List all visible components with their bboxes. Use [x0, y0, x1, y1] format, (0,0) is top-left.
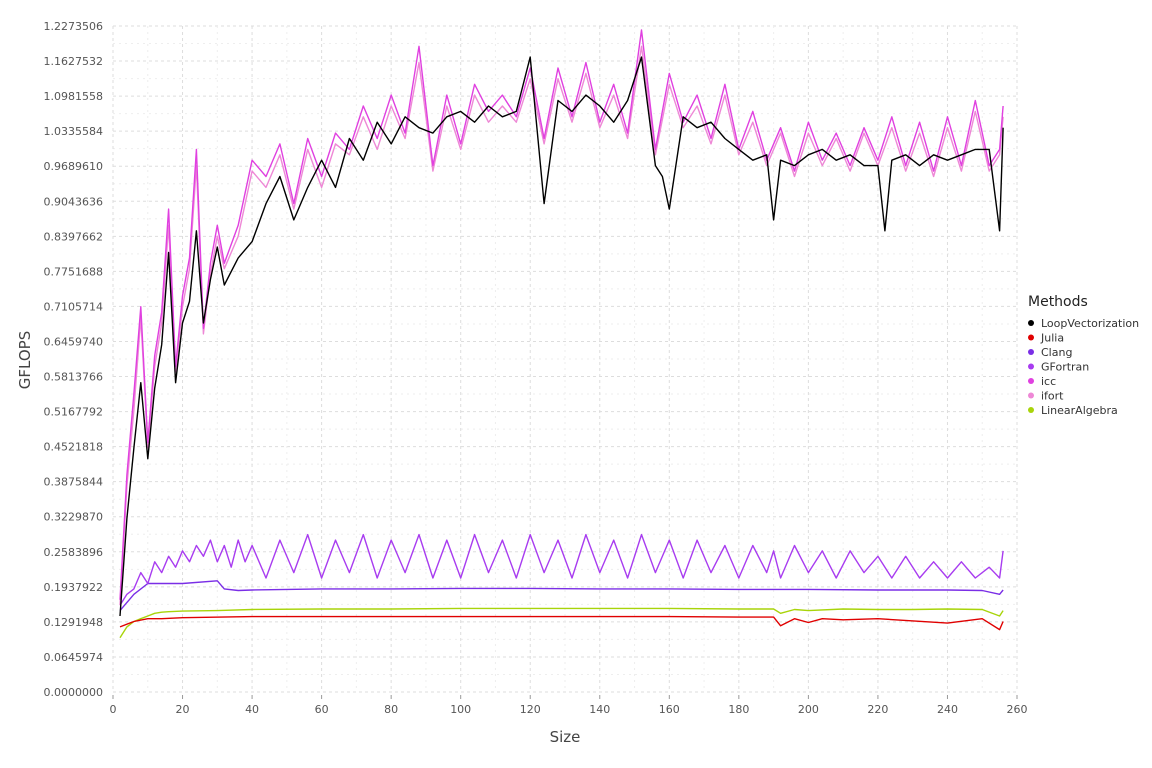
x-tick-label: 20	[176, 703, 190, 716]
legend-key-gfortran	[1028, 363, 1034, 370]
legend-key-ifort	[1028, 392, 1034, 399]
x-tick-label: 0	[110, 703, 117, 716]
y-tick-label: 0.0000000	[44, 686, 104, 699]
y-tick-label: 0.0645974	[44, 651, 104, 664]
x-tick-label: 120	[520, 703, 541, 716]
x-tick-label: 180	[728, 703, 749, 716]
legend-key-linearalgebra	[1028, 407, 1034, 413]
x-tick-label: 220	[867, 703, 888, 716]
legend-label-clang: Clang	[1041, 346, 1072, 359]
y-tick-label: 0.7105714	[44, 300, 104, 313]
series-line-icc	[119, 29, 1004, 600]
series-line-gfortran	[119, 533, 1004, 606]
series-lines	[119, 29, 1004, 639]
y-tick-label: 0.7751688	[44, 265, 104, 278]
y-tick-label: 0.8397662	[44, 230, 104, 243]
y-tick-label: 0.9689610	[44, 160, 104, 173]
y-tick-label: 0.2583896	[44, 546, 104, 559]
x-tick-label: 140	[589, 703, 610, 716]
legend-label-loopvectorization: LoopVectorization	[1041, 317, 1139, 330]
y-tick-label: 1.2273506	[44, 20, 104, 33]
legend-label-icc: icc	[1041, 375, 1056, 388]
grid-lines	[112, 25, 1018, 693]
series-line-loopvectorization	[119, 56, 1004, 617]
legend-label-linearalgebra: LinearAlgebra	[1041, 404, 1118, 417]
y-axis-title: GFLOPS	[16, 331, 34, 389]
legend-key-icc	[1028, 378, 1034, 384]
y-tick-label: 0.3875844	[44, 476, 104, 489]
y-axis-ticks: 0.0000000 0.0645974 0.1291948 0.1937922 0.25…	[44, 20, 104, 699]
y-tick-label: 0.4521818	[44, 441, 104, 454]
x-axis-title: Size	[550, 728, 581, 746]
legend-key-clang	[1028, 349, 1034, 355]
y-tick-label: 1.0981558	[44, 90, 104, 103]
x-tick-label: 240	[937, 703, 958, 716]
y-tick-label: 0.1291948	[44, 616, 104, 629]
legend-label-ifort: ifort	[1041, 390, 1064, 403]
legend-label-julia: Julia	[1040, 332, 1064, 345]
y-tick-label: 0.5167792	[44, 406, 104, 419]
x-tick-label: 160	[659, 703, 680, 716]
x-axis-ticks: 0 20 40 60 80 100 120 140 160 180 200 220 240 260	[110, 695, 1028, 716]
legend-label-gfortran: GFortran	[1041, 361, 1089, 374]
legend-title: Methods	[1028, 294, 1088, 310]
series-line-linearalgebra	[119, 607, 1004, 639]
y-tick-label: 1.1627532	[44, 55, 104, 68]
x-tick-label: 80	[384, 703, 398, 716]
series-line-ifort	[119, 45, 1004, 606]
series-line-clang	[119, 580, 1004, 612]
x-tick-label: 100	[450, 703, 471, 716]
y-tick-label: 1.0335584	[44, 125, 104, 138]
x-tick-label: 200	[798, 703, 819, 716]
y-tick-label: 0.5813766	[44, 371, 104, 384]
x-tick-label: 40	[245, 703, 259, 716]
legend-key-loopvectorization	[1028, 320, 1034, 326]
x-tick-label: 60	[315, 703, 329, 716]
series-line-julia	[119, 615, 1004, 631]
y-tick-label: 0.9043636	[44, 195, 104, 208]
y-tick-label: 0.3229870	[44, 511, 104, 524]
y-tick-label: 0.1937922	[44, 581, 104, 594]
y-tick-label: 0.6459740	[44, 335, 104, 348]
legend-key-julia	[1028, 334, 1034, 341]
x-tick-label: 260	[1007, 703, 1028, 716]
